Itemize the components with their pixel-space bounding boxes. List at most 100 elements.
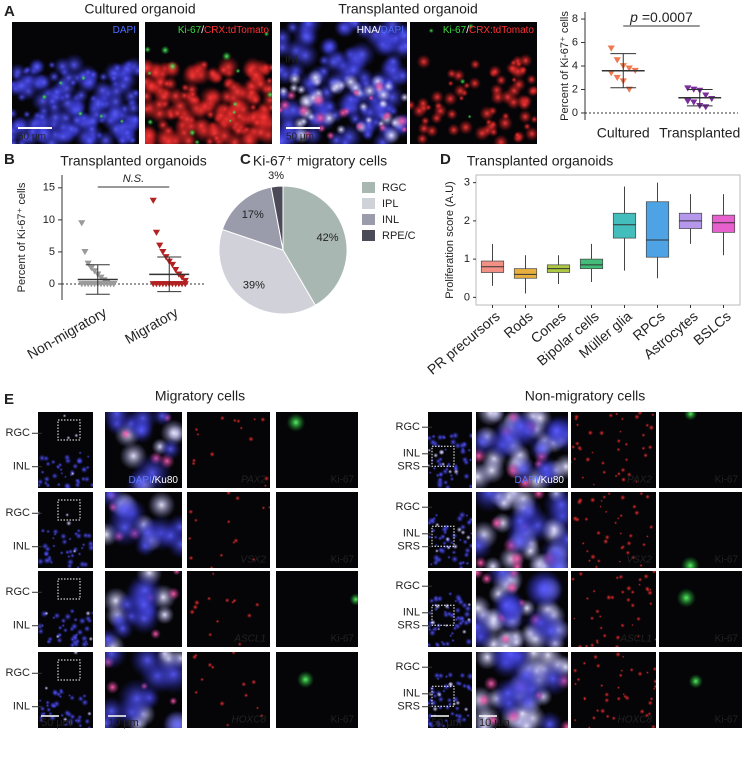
cell [53,532,57,536]
micrograph [38,571,93,647]
micrograph [38,492,93,568]
cell [653,678,656,685]
x-tick-label: BSLCs [690,308,734,348]
cell [458,538,462,542]
cell [428,434,433,442]
cell [328,78,345,96]
cell [44,686,49,691]
cell [584,517,589,522]
cell [635,480,638,484]
cell [461,560,466,565]
image-label: INL [285,55,301,66]
cell [77,551,82,556]
cell [511,456,537,483]
cell [624,457,629,462]
cell [232,598,237,603]
cell [76,565,81,568]
cell [86,725,92,728]
cell [43,475,51,483]
cell [128,417,155,444]
cell [629,667,634,673]
cell [536,710,564,728]
cell [307,69,324,86]
cell [44,611,49,616]
cell [630,602,636,608]
cell [604,692,610,698]
cell [495,74,507,86]
cell [444,603,450,610]
panel-letter: E [4,391,14,408]
cell [428,627,432,632]
y-tick-label: 6 [572,36,578,48]
cell [615,652,621,658]
micrograph [276,652,358,728]
cell [654,637,656,642]
cell [460,440,469,449]
cell [237,642,242,647]
cell [210,665,215,670]
cell [83,625,91,633]
scale-bar-label: 50 μm [18,132,46,143]
cell [453,468,460,475]
micrograph [187,412,270,488]
point [702,104,710,111]
cell [298,116,309,127]
cell [68,537,72,541]
cell [162,709,182,728]
marker-label: Ki-67 [715,475,739,486]
cell [78,451,82,455]
cell [450,555,459,564]
cell [598,430,605,436]
point [607,45,615,52]
cell [628,533,634,539]
marker-label: Ki-67 [715,634,739,645]
cell [676,588,697,608]
cell [117,678,157,719]
micrograph-bg [659,412,742,488]
data-label: 3% [268,170,284,182]
cell [225,492,232,496]
micrograph [476,492,568,568]
cell [602,495,607,500]
cell [577,497,584,504]
cell [469,531,472,535]
cell [74,433,79,438]
cell [444,623,449,628]
cell [131,88,139,98]
cell [436,481,444,488]
panel-letter: D [440,151,451,168]
cell [84,718,91,725]
cell [246,87,257,98]
cell [159,437,182,461]
cell [166,87,185,105]
cell [296,103,311,118]
cell [572,457,577,461]
cell [621,655,625,659]
image-label: DAPI [113,25,136,36]
cell [232,418,237,423]
cell [78,616,87,625]
micrograph [571,571,656,647]
label-part: DAPI [129,475,152,486]
cell [616,696,622,702]
marker-label: Ki-67 [331,555,355,566]
cell [63,453,71,461]
point [81,249,89,256]
x-tick-label: Transplanted [659,125,740,141]
micrograph-content [410,23,537,144]
cell [571,444,576,450]
cell [485,571,519,589]
cell [433,671,441,680]
x-tick-label: Migratory [122,304,181,347]
cell [105,628,120,647]
cell [447,123,461,137]
row-label: RGC [396,501,421,513]
row-label: INL [13,620,30,632]
micrograph [659,652,742,728]
cell [578,571,584,577]
cell [504,526,535,557]
y-tick-label: 2 [464,215,470,227]
micrograph-content [191,652,264,727]
cell [75,458,83,465]
cell [437,471,445,478]
